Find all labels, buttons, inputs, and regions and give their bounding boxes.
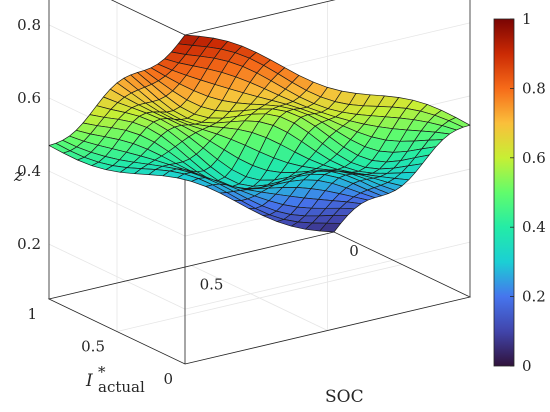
x-tick-label: 0 [349,242,359,260]
z-tick-label: 0.8 [17,16,41,34]
svg-text:I: I [85,371,93,391]
z-tick-label: 0.6 [17,89,41,107]
y-tick-label: 1 [27,305,37,323]
colorbar-tick-label: 0 [522,357,532,375]
colorbar-tick-label: 1 [522,10,532,28]
colorbar-tick-label: 0.2 [522,288,546,306]
z-tick-label: 0.4 [17,162,41,180]
y-axis-label: I * actual [85,363,145,396]
colorbar-tick-label: 0.4 [522,218,546,236]
colorbar-tick-label: 0.8 [522,79,546,97]
colorbar: 0 0.2 0.4 0.6 0.8 1 [493,10,546,375]
surface-cell [319,222,342,233]
x-tick-label: 0.5 [200,276,224,294]
tick-labels: 0.2 0.4 0.6 0.8 0 0.5 0 0.5 1 [17,16,359,388]
colorbar-ticks: 0 0.2 0.4 0.6 0.8 1 [510,10,546,375]
svg-text:actual: actual [98,378,145,396]
colorbar-tick-label: 0.6 [522,149,546,167]
surface-mesh [48,34,471,233]
x-axis-label: SOC [325,387,364,407]
y-tick-label: 0 [163,370,173,388]
z-tick-label: 0.2 [17,235,41,253]
colorbar-gradient [493,18,515,367]
y-tick-label: 0.5 [81,338,105,356]
svg-text:*: * [98,363,106,381]
z-axis-label: z [13,166,24,186]
